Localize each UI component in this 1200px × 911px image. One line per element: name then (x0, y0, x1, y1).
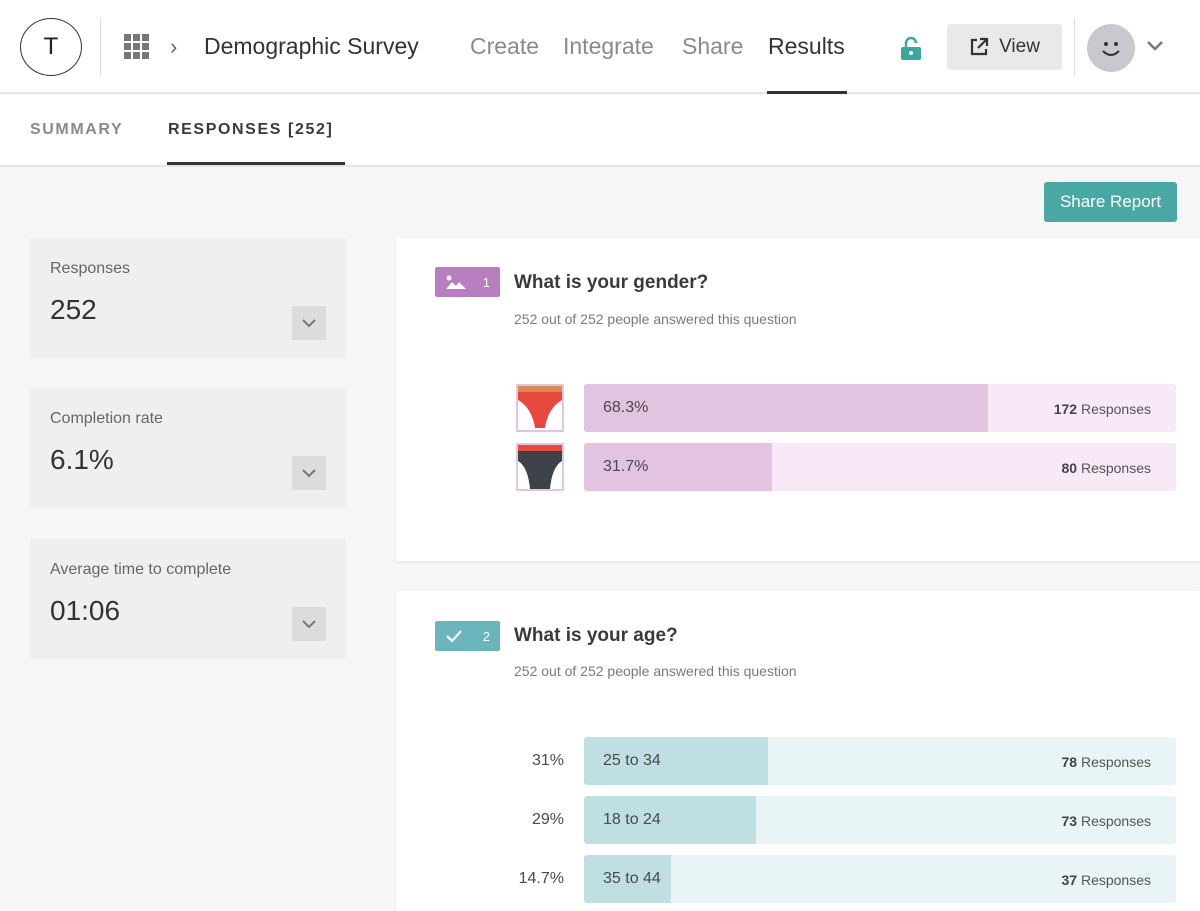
answer-bar-fill (584, 796, 756, 844)
stat-label: Completion rate (50, 410, 163, 427)
answer-bar: 35 to 44 37 Responses (584, 855, 1176, 903)
question-subtitle: 252 out of 252 people answered this ques… (514, 311, 797, 327)
answer-percent: 68.3% (603, 399, 649, 416)
stat-value: 252 (50, 294, 97, 325)
question-title: What is your gender? (514, 272, 709, 293)
answer-count: 37 Responses (1061, 872, 1151, 888)
question-badge: 1 (435, 267, 500, 297)
female-underwear-image (516, 384, 564, 432)
stat-label: Responses (50, 260, 131, 277)
smiley-icon (1102, 42, 1120, 56)
active-tab-indicator (167, 162, 345, 165)
answer-label: 18 to 24 (603, 811, 661, 828)
tab-summary[interactable]: SUMMARY (30, 121, 124, 138)
tab-responses[interactable]: RESPONSES [252] (168, 121, 334, 138)
answer-bar: 18 to 24 73 Responses (584, 796, 1176, 844)
chevron-down-icon[interactable] (292, 456, 326, 490)
chevron-down-icon[interactable] (292, 306, 326, 340)
stat-completion-rate: Completion rate 6.1% (30, 388, 346, 508)
answer-bar-fill (584, 443, 772, 491)
stat-value: 01:06 (50, 595, 121, 626)
top-header: T › Demographic Survey Create Integrate … (0, 0, 1200, 94)
answer-count: 73 Responses (1061, 813, 1151, 829)
checkmark-icon (446, 630, 462, 643)
answer-label: 35 to 44 (603, 870, 661, 887)
external-link-icon (970, 37, 989, 56)
answer-count: 172 Responses (1053, 401, 1151, 417)
share-report-button[interactable]: Share Report (1044, 182, 1177, 222)
answer-label: 25 to 34 (603, 752, 661, 769)
nav-integrate[interactable]: Integrate (563, 33, 654, 59)
image-icon (446, 275, 466, 289)
answer-percent: 31.7% (603, 458, 649, 475)
logo[interactable]: T (20, 18, 82, 76)
divider (1074, 18, 1075, 76)
answer-bar-fill (584, 855, 672, 903)
chevron-down-icon[interactable] (1145, 36, 1165, 56)
stat-average-time: Average time to complete 01:06 (30, 539, 346, 659)
chevron-right-icon: › (170, 34, 178, 59)
stat-label: Average time to complete (50, 561, 232, 578)
answer-bar-fill (584, 384, 989, 432)
unlock-icon[interactable] (900, 36, 922, 61)
answer-count: 80 Responses (1061, 460, 1151, 476)
active-nav-indicator (767, 91, 847, 94)
nav-share[interactable]: Share (682, 33, 744, 59)
divider (100, 18, 101, 76)
answer-bar-fill (584, 737, 768, 785)
survey-title[interactable]: Demographic Survey (204, 33, 419, 59)
view-label: View (999, 36, 1040, 57)
answer-bar: 31.7% 80 Responses (584, 443, 1176, 491)
nav-create[interactable]: Create (470, 33, 540, 59)
answer-percent: 29% (531, 811, 564, 828)
male-underwear-image (516, 443, 564, 491)
avatar[interactable] (1087, 24, 1135, 72)
results-tabs: SUMMARY RESPONSES [252] (0, 95, 1200, 167)
answer-count: 78 Responses (1061, 754, 1151, 770)
stat-responses: Responses 252 (30, 238, 346, 358)
question-subtitle: 252 out of 252 people answered this ques… (514, 663, 797, 679)
answer-bar: 25 to 34 78 Responses (584, 737, 1176, 785)
answer-bar: 68.3% 172 Responses (584, 384, 1176, 432)
answer-percent: 14.7% (518, 870, 564, 887)
chevron-down-icon[interactable] (292, 607, 326, 641)
answer-percent: 31% (531, 752, 564, 769)
apps-grid-icon[interactable] (124, 34, 149, 59)
question-card-age: 2 What is your age? 252 out of 252 peopl… (396, 591, 1200, 911)
view-button[interactable]: View (947, 24, 1062, 70)
stat-value: 6.1% (50, 444, 114, 475)
nav-results[interactable]: Results (768, 33, 845, 59)
question-card-gender: 1 What is your gender? 252 out of 252 pe… (396, 238, 1200, 561)
question-badge: 2 (435, 621, 500, 651)
question-title: What is your age? (514, 625, 678, 646)
question-number: 2 (482, 628, 490, 644)
logo-letter: T (43, 33, 59, 60)
question-number: 1 (482, 274, 490, 290)
